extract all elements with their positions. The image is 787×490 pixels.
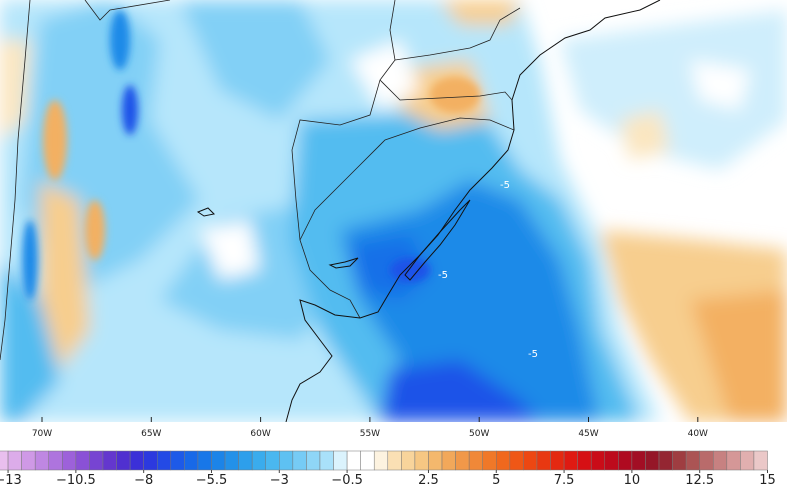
colorbar-box [102,450,117,471]
colorbar-label: −8 [134,473,153,488]
colorbar-box [143,450,158,471]
colorbar-box [319,450,334,471]
longitude-label: 45W [578,429,598,439]
colorbar-box [238,450,253,471]
colorbar-box [197,450,212,471]
colorbar-box [62,450,77,471]
colorbar-box [468,450,483,471]
colorbar-box [577,450,592,471]
colorbar-box [387,450,402,471]
colorbar-box [7,450,22,471]
map: -5 -5 -5 [0,0,787,422]
colorbar-box [89,450,104,471]
colorbar-box [672,450,687,471]
colorbar-box [523,450,538,471]
colorbar-box [306,450,321,471]
longitude-label: 55W [360,429,380,439]
colorbar-box [658,450,673,471]
colorbar-box [618,450,633,471]
colorbar-box [251,450,266,471]
colorbar-box [373,450,389,471]
colorbar-box [346,450,361,471]
colorbar-box [184,450,199,471]
colorbar-label: 10 [624,473,641,488]
longitude-label: 60W [250,429,270,439]
country-border [379,79,513,101]
colorbar-box [333,450,348,471]
colorbar-box [129,450,144,471]
colorbar-box [441,450,456,471]
colorbar-box [279,450,294,471]
lagoon [404,199,471,281]
colorbar-box [360,450,375,471]
colorbar-box [631,450,646,471]
colorbar-box [753,450,768,471]
anomaly-detail [22,10,480,300]
colorbar-label: 7.5 [554,473,575,488]
colorbar-box [292,450,307,471]
colorbar: −13 −10.5 −8 −5.5 −3 −0.5 2.5 5 7.5 10 12.5 15 [0,450,776,488]
country-border [299,117,515,319]
colorbar-box [401,450,416,471]
longitude-label: 65W [141,429,161,439]
colorbar-box [645,450,660,471]
colorbar-box [713,450,728,471]
colorbar-box [482,450,497,471]
colorbar-box [550,450,565,471]
lake [328,257,359,269]
colorbar-box [590,450,606,471]
colorbar-box [0,450,9,471]
colorbar-box [563,450,578,471]
contour-label: -5 [438,270,448,281]
colorbar-box [224,450,239,471]
colorbar-box [428,450,443,471]
colorbar-box [265,450,280,471]
longitude-axis [41,417,699,422]
colorbar-box [536,450,551,471]
longitude-label: 70W [32,429,52,439]
contour-labels: -5 -5 -5 [438,180,538,360]
colorbar-box [740,450,755,471]
colorbar-box [34,450,49,471]
colorbar-box [726,450,741,471]
colorbar-label: −0.5 [331,473,363,488]
colorbar-label: 5 [492,473,500,488]
colorbar-label: −13 [0,473,22,488]
colorbar-box [414,450,429,471]
colorbar-box [699,450,714,471]
colorbar-box [604,450,619,471]
colorbar-box [170,450,185,471]
colorbar-box [211,450,226,471]
longitude-label: 40W [688,429,708,439]
colorbar-box [156,450,172,471]
country-border [0,0,31,361]
longitude-labels: 70W 65W 60W 55W 50W 45W 40W [32,429,708,439]
colorbar-label: −10.5 [56,473,96,488]
colorbar-label: −5.5 [196,473,228,488]
colorbar-label: 15 [759,473,776,488]
contour-label: -5 [528,349,538,360]
colorbar-label: 2.5 [418,473,439,488]
country-border [291,0,396,241]
colorbar-box [75,450,90,471]
colorbar-box [509,450,524,471]
colorbar-box [21,450,36,471]
longitude-label: 50W [469,429,489,439]
colorbar-box [48,450,63,471]
contour-label: -5 [500,180,510,191]
colorbar-label: −3 [270,473,289,488]
colorbar-box [116,450,131,471]
colorbar-box [496,450,511,471]
country-border [394,7,521,61]
colorbar-label: 12.5 [685,473,714,488]
country-border [84,0,171,21]
colorbar-box [455,450,470,471]
island [196,207,216,217]
colorbar-box [685,450,700,471]
